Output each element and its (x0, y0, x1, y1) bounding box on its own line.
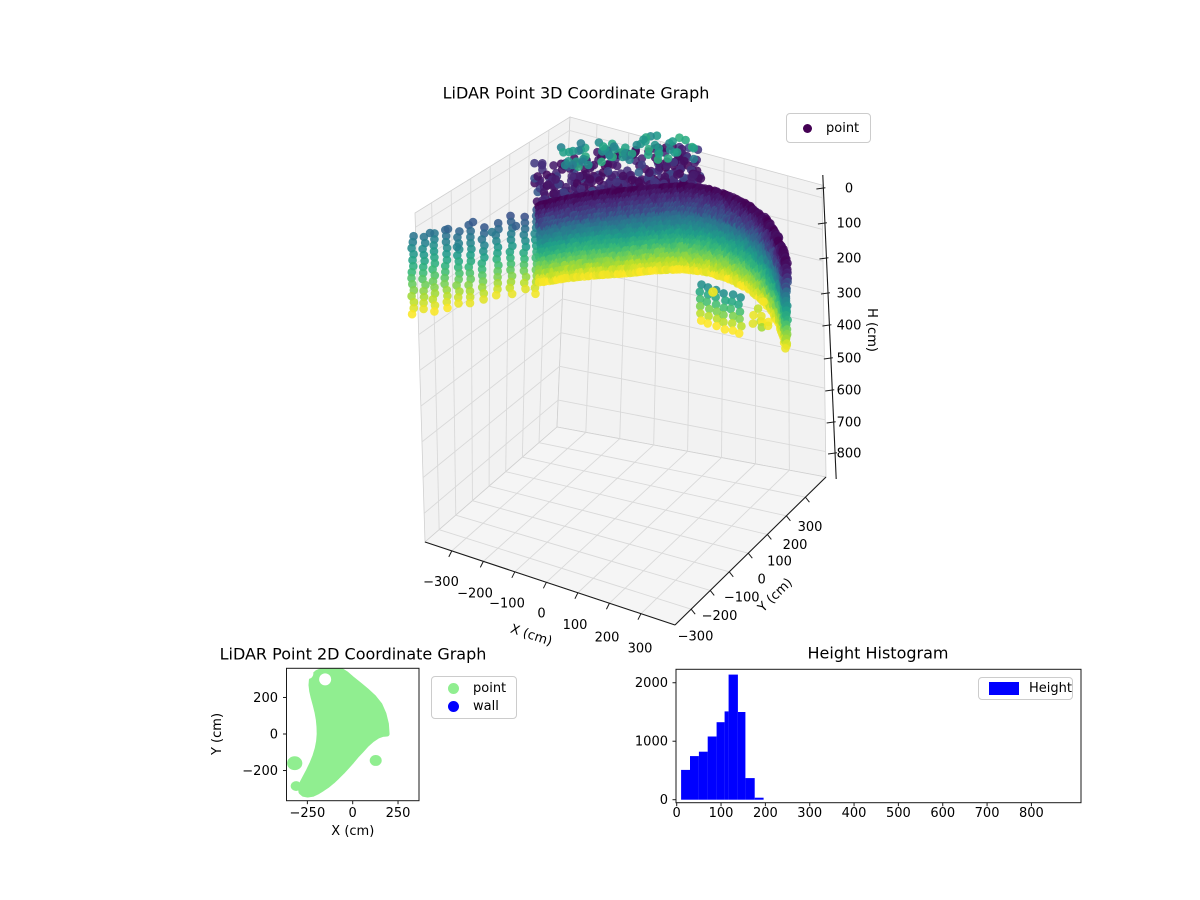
plot2d-ylabel: Y (cm) (210, 713, 225, 756)
tick-label: −200 (242, 764, 278, 779)
hist-bars (681, 674, 764, 800)
legend-item-height: Height (987, 681, 1072, 696)
hist-bar (724, 711, 729, 800)
plot2d-title: LiDAR Point 2D Coordinate Graph (219, 644, 487, 664)
tick-label: 0 (660, 793, 668, 808)
tick-label: 100 (767, 555, 792, 570)
tick-label: −300 (678, 630, 714, 645)
hist-bar (737, 712, 746, 800)
height-swatch-icon (989, 682, 1019, 695)
plot3d-title: LiDAR Point 3D Coordinate Graph (442, 83, 710, 103)
tick-label: 800 (837, 447, 862, 462)
plot3d-zlabel: H (cm) (864, 308, 879, 352)
hist-bar (681, 769, 690, 800)
plot2d-legend: point wall (431, 676, 517, 719)
hist-axes: 0 100 200 300 400 500 600 700 800 0 1000 2000 (635, 668, 1082, 821)
tick-label: 100 (837, 217, 862, 232)
tick-label: 700 (837, 416, 862, 431)
tick-label: −250 (290, 806, 326, 821)
tick-label: 200 (595, 631, 620, 646)
tick-label: 1000 (635, 735, 668, 750)
point-marker-icon (448, 683, 459, 694)
tick-label: 200 (837, 252, 862, 267)
hist-bar (707, 736, 717, 800)
point-marker-icon (803, 123, 812, 133)
tick-label: 500 (837, 352, 862, 367)
tick-label: −300 (423, 575, 459, 590)
hist-bar (716, 722, 725, 800)
tick-label: 0 (758, 572, 766, 587)
tick-label: 300 (798, 520, 823, 535)
hist-bar (754, 797, 764, 800)
plot3d-legend: point (786, 113, 871, 143)
outlier-point (708, 287, 718, 297)
legend-label: point (826, 120, 860, 136)
tick-label: −100 (489, 597, 525, 612)
tick-label: 800 (1019, 806, 1044, 821)
hist-bar (690, 756, 699, 800)
plot2d-point-blob (287, 668, 390, 798)
hist-bar (728, 674, 738, 800)
plot2d-xlabel: X (cm) (331, 824, 374, 839)
tick-label: 300 (628, 642, 653, 657)
plot3d-xlabel: X (cm) (508, 622, 554, 650)
plot3d-point-cloud (407, 131, 792, 353)
legend-item-point-3d: point (795, 121, 860, 136)
tick-label: −200 (702, 609, 738, 624)
hist-legend: Height (978, 677, 1073, 700)
hist-bar (745, 778, 755, 800)
legend-label: Height (1029, 681, 1072, 696)
tick-label: 600 (837, 384, 862, 399)
tick-label: 200 (253, 691, 278, 706)
tick-label: 0 (537, 607, 545, 622)
tick-label: 0 (270, 728, 278, 743)
legend-label: wall (473, 699, 499, 714)
wall-marker-icon (448, 701, 459, 712)
tick-label: 200 (753, 806, 778, 821)
tick-label: 100 (563, 618, 588, 633)
tick-label: −200 (457, 587, 493, 602)
tick-label: 200 (783, 538, 808, 553)
hist-bar (698, 751, 708, 800)
tick-label: 500 (886, 806, 911, 821)
tick-label: 700 (975, 806, 1000, 821)
tick-label: 0 (349, 806, 357, 821)
tick-label: 600 (930, 806, 955, 821)
tick-label: 400 (842, 806, 867, 821)
legend-item-wall: wall (440, 699, 506, 714)
hist-title: Height Histogram (807, 643, 949, 663)
tick-label: 400 (837, 319, 862, 334)
tick-label: 0 (673, 806, 681, 821)
tick-label: 250 (386, 806, 411, 821)
tick-label: 300 (837, 287, 862, 302)
legend-item-point: point (440, 681, 506, 696)
tick-label: −100 (724, 590, 760, 605)
tick-label: 100 (709, 806, 734, 821)
plot2d-axes: −250 0 250 −200 0 200 X (cm) Y (cm) (210, 667, 420, 839)
tick-label: 0 (845, 182, 853, 197)
legend-label: point (473, 681, 507, 696)
tick-label: 300 (797, 806, 822, 821)
tick-label: 2000 (635, 676, 668, 691)
